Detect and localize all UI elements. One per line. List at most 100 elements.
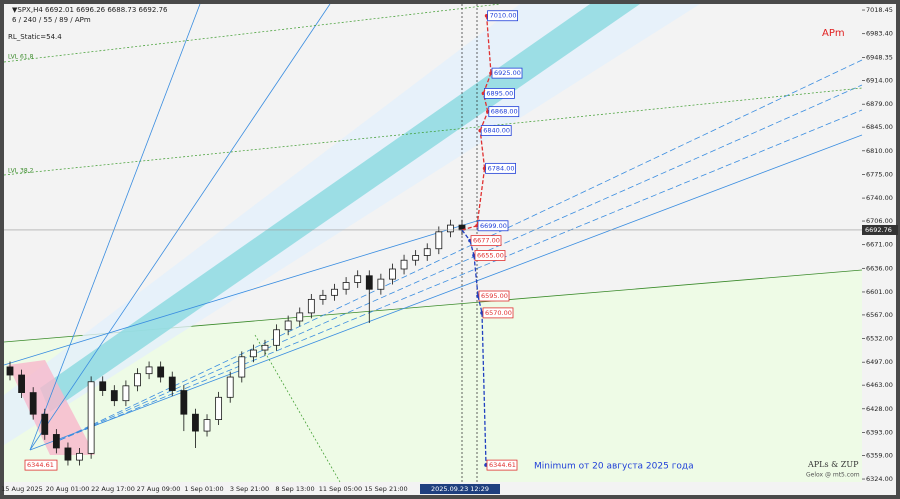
tag: APm [822, 28, 845, 39]
level-label: 6868.00 [491, 108, 518, 116]
candle-body [134, 373, 141, 387]
fan-label: LVL 61.8 [8, 54, 34, 61]
y-tick-label: 6428.00 [866, 405, 893, 413]
fan-line [59, 109, 863, 441]
y-tick-label: 6567.00 [866, 311, 893, 319]
y-tick-label: 6601.00 [866, 288, 893, 296]
level-box [486, 459, 518, 471]
y-tick-label: 6359.00 [866, 451, 893, 459]
cyan-channel [40, 4, 640, 412]
lvl-line [3, 3, 501, 63]
candle-body [284, 320, 292, 331]
y-tick-label: 6636.00 [866, 264, 893, 272]
price-tag-bg [862, 224, 898, 235]
y-tick-label: 6671.00 [866, 241, 893, 249]
candle-body [389, 268, 396, 280]
candle-body [76, 452, 83, 461]
x-tick-label: 15 Aug 2025 [1, 485, 43, 493]
candle-body [6, 366, 14, 376]
candle-body [226, 376, 234, 398]
projection [461, 229, 471, 242]
level-label: 7010.00 [490, 12, 517, 20]
candle-body [342, 282, 350, 290]
x-tick-label: 3 Sep 21:00 [230, 485, 269, 493]
price-tag: 6692.76 [865, 226, 892, 234]
x-tick-label: 22 Aug 17:00 [91, 485, 135, 493]
y-tick-label: 6532.00 [866, 335, 893, 343]
header: ▼SPX,H4 6692.01 6696.26 6688.73 6692.76 [12, 6, 168, 14]
level-box [477, 220, 509, 232]
candle-body [296, 312, 304, 322]
fan-line [29, 134, 863, 451]
candle-body [157, 366, 165, 378]
level-box [474, 250, 506, 261]
candle-body [273, 329, 280, 346]
x-tick-label: 27 Aug 09:00 [137, 485, 181, 493]
candle-body [18, 374, 25, 393]
candle-body [192, 413, 199, 432]
projection [477, 295, 483, 314]
note: Minimum от 20 августа 2025 года [534, 462, 694, 472]
y-tick-label: 6324.00 [866, 475, 893, 483]
projection [482, 72, 492, 94]
candle-body [215, 396, 223, 420]
y-tick-label: 6948.35 [866, 53, 893, 61]
candle-body [400, 259, 408, 270]
candle-body [423, 248, 431, 256]
lvl-line [254, 334, 341, 483]
level-label: 6344.61 [489, 461, 516, 469]
y-tick-label: 6740.00 [866, 194, 893, 202]
fan-line [29, 3, 331, 451]
candle-body [168, 376, 176, 391]
level-label: 6677.00 [473, 237, 500, 245]
level-lines [3, 3, 863, 483]
cursor-time-bg [420, 484, 500, 494]
level-box [480, 125, 512, 136]
candle-body [99, 381, 107, 391]
level-box [24, 459, 58, 471]
y-tick-label: 6914.00 [866, 77, 893, 85]
y-tick-label: 6463.00 [866, 381, 893, 389]
level-box [488, 106, 520, 118]
x-tick-label: 8 Sep 13:00 [275, 485, 314, 493]
fan-line [29, 3, 201, 451]
wide-channel [4, 4, 700, 445]
candle-body [203, 419, 211, 432]
y-tick-label: 6775.00 [866, 170, 893, 178]
level-label: 6344.61 [27, 461, 54, 469]
candle-body [110, 390, 118, 402]
candle-body [331, 288, 338, 296]
projection [485, 15, 492, 74]
x-tick-label: 11 Sep 05:00 [319, 485, 362, 493]
credit: APLs & ZUP [807, 460, 859, 469]
level-box [482, 307, 514, 319]
projection [479, 111, 489, 131]
y-tick-label: 6393.00 [866, 428, 893, 436]
level-box [470, 235, 502, 247]
credit-site: Gelox @ mt5.com [806, 472, 860, 479]
level-box [485, 162, 517, 174]
candle-body [180, 390, 188, 415]
candle-body [412, 255, 420, 261]
candle-body [307, 298, 315, 314]
indicator: RL_Static=54.4 [8, 33, 62, 41]
y-tick-label: 6706.00 [866, 217, 893, 225]
level-box [483, 88, 515, 99]
candle-body [354, 275, 362, 283]
projection [473, 255, 479, 297]
cursor-time: 2025.09.23 12:29 [431, 485, 489, 493]
y-tick-label: 6845.00 [866, 123, 893, 131]
fan-line [59, 59, 863, 441]
candle-body [261, 344, 269, 351]
candle-body [377, 278, 385, 290]
projection [479, 130, 486, 169]
candle-body [122, 385, 130, 402]
candle-body [435, 231, 443, 250]
candle-body [319, 294, 327, 300]
y-tick-label: 6983.40 [866, 30, 893, 38]
candle-body [87, 381, 95, 454]
fan-line [59, 84, 863, 441]
level-box [487, 10, 519, 22]
level-label: 6784.00 [488, 164, 515, 172]
projection [481, 312, 487, 466]
